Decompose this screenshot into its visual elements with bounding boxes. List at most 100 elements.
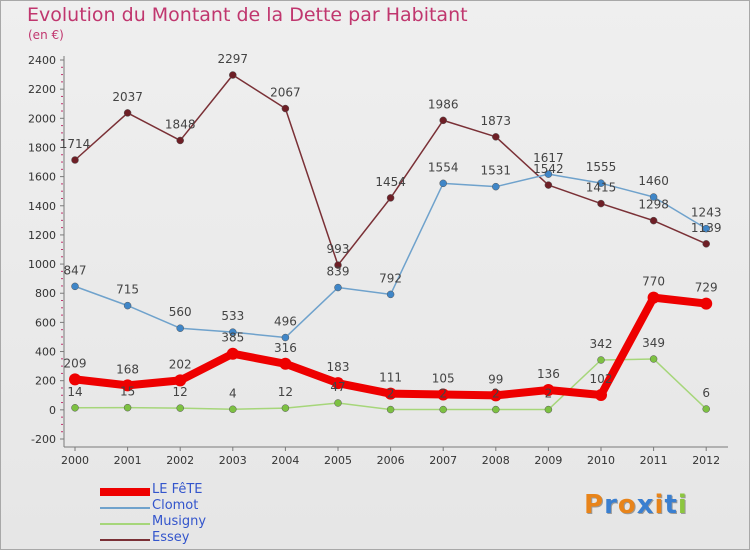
data-point [123, 403, 132, 412]
x-tick-label: 2004 [271, 454, 299, 467]
chart-title: Evolution du Montant de la Dette par Hab… [27, 4, 468, 26]
data-label: 102 [590, 372, 613, 386]
data-point [69, 373, 81, 386]
data-label: 1986 [428, 97, 459, 111]
legend-label: LE FêTE [152, 482, 203, 497]
data-label: 47 [330, 380, 345, 394]
data-point [492, 182, 500, 191]
data-point [384, 387, 397, 400]
data-label: 15 [120, 385, 135, 399]
data-point [226, 347, 239, 360]
data-label: 111 [379, 371, 402, 385]
x-tick-label: 2008 [482, 454, 510, 467]
y-tick-label: 400 [35, 346, 56, 359]
data-point [121, 379, 134, 392]
data-label: 533 [221, 309, 244, 323]
chart-subtitle: (en €) [28, 28, 64, 42]
data-point [597, 356, 605, 364]
data-label: 4 [229, 386, 237, 400]
data-point [176, 136, 184, 145]
data-point [386, 194, 395, 202]
data-label: 770 [642, 275, 665, 289]
legend-swatch [100, 539, 150, 541]
y-tick-label: 1800 [28, 141, 56, 154]
data-label: 1460 [638, 174, 669, 188]
data-label: 792 [379, 271, 402, 285]
data-point [386, 290, 395, 299]
y-tick-label: 2000 [28, 112, 56, 125]
data-label: 1298 [638, 198, 669, 212]
data-label: 1243 [691, 206, 722, 220]
data-point [71, 404, 79, 412]
x-tick-label: 2006 [377, 454, 405, 467]
data-label: 316 [274, 341, 297, 355]
y-tick-label: 600 [35, 316, 56, 329]
data-label: 1554 [428, 160, 459, 174]
data-label: 1415 [586, 181, 617, 195]
data-label: 1542 [533, 162, 564, 176]
proxiti-logo: Proxiti [584, 490, 688, 520]
y-tick-label: 800 [35, 287, 56, 300]
data-point [595, 388, 607, 401]
legend-label: Clomot [152, 498, 199, 513]
data-label: 6 [702, 386, 710, 400]
y-tick-label: 200 [35, 375, 56, 388]
data-point [649, 216, 658, 225]
data-label: 729 [695, 281, 718, 295]
data-label: 12 [173, 385, 188, 399]
data-label: 1139 [691, 221, 722, 235]
data-point [702, 224, 710, 233]
data-label: 1848 [165, 117, 196, 131]
data-label: 2 [387, 387, 395, 401]
y-tick-label: 0 [49, 404, 56, 417]
data-label: 2 [545, 387, 553, 401]
data-point [332, 377, 344, 390]
data-point [702, 405, 710, 413]
data-point [386, 405, 395, 414]
data-label: 12 [278, 385, 293, 399]
x-tick-label: 2003 [219, 454, 247, 467]
x-tick-label: 2002 [166, 454, 194, 467]
data-point [279, 357, 292, 370]
data-label: 209 [64, 356, 87, 370]
data-point [544, 405, 553, 414]
data-point [700, 297, 713, 310]
data-label: 2067 [270, 86, 301, 100]
data-point [492, 133, 500, 141]
data-point [597, 179, 605, 187]
data-point [176, 404, 184, 412]
data-point [544, 181, 553, 189]
legend-label: Musigny [152, 514, 207, 529]
legend-label: Essey [152, 530, 190, 545]
data-point [542, 384, 555, 397]
data-point [334, 261, 342, 269]
data-label: 99 [488, 372, 503, 386]
data-label: 349 [642, 336, 665, 350]
y-tick-label: 1200 [28, 229, 56, 242]
data-point [281, 404, 290, 412]
data-label: 1531 [481, 164, 512, 178]
data-label: 2037 [112, 90, 143, 104]
data-label: 1454 [375, 175, 406, 189]
data-label: 839 [327, 265, 350, 279]
data-point [281, 104, 290, 113]
data-label: 2 [439, 387, 447, 401]
x-tick-label: 2011 [640, 454, 668, 467]
data-label: 136 [537, 367, 560, 381]
data-label: 2297 [218, 52, 249, 66]
legend-swatch [100, 488, 150, 496]
data-point [334, 399, 342, 407]
data-point [544, 170, 553, 178]
data-label: 1555 [586, 160, 617, 174]
data-point [702, 240, 710, 248]
data-label: 1873 [481, 114, 512, 128]
data-point [229, 328, 237, 336]
x-tick-label: 2001 [114, 454, 142, 467]
data-label: 560 [169, 305, 192, 319]
data-label: 1617 [533, 151, 564, 165]
data-label: 342 [590, 337, 613, 351]
data-label: 202 [169, 357, 192, 371]
data-label: 168 [116, 362, 139, 376]
